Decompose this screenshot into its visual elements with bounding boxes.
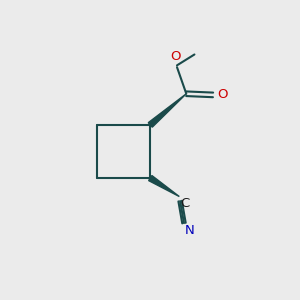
Text: O: O [217, 88, 228, 101]
Polygon shape [148, 176, 179, 197]
Text: O: O [171, 50, 181, 63]
Text: N: N [185, 224, 195, 237]
Polygon shape [148, 94, 186, 127]
Text: C: C [181, 197, 190, 210]
